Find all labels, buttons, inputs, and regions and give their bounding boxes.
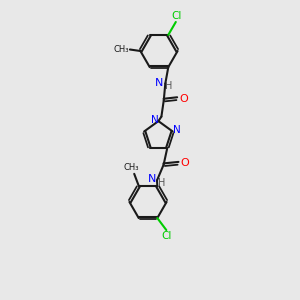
Text: CH₃: CH₃ bbox=[114, 45, 129, 54]
Text: H: H bbox=[158, 178, 166, 188]
Text: Cl: Cl bbox=[162, 231, 172, 241]
Text: N: N bbox=[154, 78, 163, 88]
Text: N: N bbox=[147, 174, 156, 184]
Text: H: H bbox=[165, 81, 172, 91]
Text: Cl: Cl bbox=[171, 11, 182, 21]
Text: CH₃: CH₃ bbox=[124, 163, 139, 172]
Text: N: N bbox=[173, 125, 181, 135]
Text: N: N bbox=[151, 115, 159, 124]
Text: O: O bbox=[179, 94, 188, 103]
Text: O: O bbox=[180, 158, 189, 168]
